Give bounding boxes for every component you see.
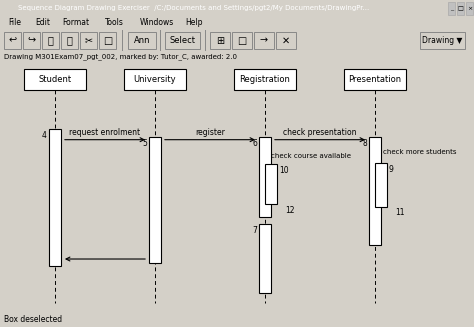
Text: Box deselected: Box deselected [4, 315, 62, 324]
Text: 4: 4 [42, 131, 47, 140]
Text: Drawing M301Exam07_pgt_002, marked by: Tutor_C, awarded: 2.0: Drawing M301Exam07_pgt_002, marked by: T… [4, 53, 237, 60]
Text: check presentation: check presentation [283, 128, 357, 137]
Bar [259, 137, 271, 217]
FancyBboxPatch shape [80, 32, 97, 49]
Text: Student: Student [38, 75, 72, 84]
Text: ×: × [467, 6, 472, 11]
Text: ↪: ↪ [27, 36, 36, 45]
Text: Windows: Windows [140, 18, 174, 26]
Bar [149, 137, 161, 263]
FancyBboxPatch shape [210, 32, 230, 49]
Text: check course available: check course available [271, 153, 351, 160]
Text: ↩: ↩ [9, 36, 17, 45]
Bar [448, 2, 455, 15]
Text: ✕: ✕ [282, 36, 290, 45]
FancyBboxPatch shape [99, 32, 116, 49]
Text: □: □ [237, 36, 246, 45]
Text: File: File [8, 18, 21, 26]
Text: University: University [134, 75, 176, 84]
Text: ✂: ✂ [84, 36, 92, 45]
Text: _: _ [450, 6, 453, 11]
FancyBboxPatch shape [23, 32, 40, 49]
Text: Edit: Edit [35, 18, 50, 26]
Text: ⎙: ⎙ [66, 36, 73, 45]
Text: Format: Format [62, 18, 89, 26]
FancyBboxPatch shape [232, 32, 252, 49]
Text: register: register [195, 128, 225, 137]
Text: 9: 9 [389, 165, 394, 174]
Text: 12: 12 [285, 206, 294, 215]
Text: 7: 7 [252, 226, 257, 235]
Bar [457, 2, 464, 15]
Text: request enrolment: request enrolment [69, 128, 141, 137]
Text: Sequence Diagram Drawing Exerciser  /C:/Documents and Settings/pgt2/My Documents: Sequence Diagram Drawing Exerciser /C:/D… [18, 5, 369, 11]
FancyBboxPatch shape [165, 32, 200, 49]
Text: 5: 5 [142, 139, 147, 147]
FancyBboxPatch shape [276, 32, 296, 49]
Bar [375, 163, 387, 207]
Text: Tools: Tools [105, 18, 124, 26]
Text: 10: 10 [279, 166, 289, 175]
FancyBboxPatch shape [254, 32, 274, 49]
Text: Help: Help [185, 18, 202, 26]
Bar [344, 69, 406, 90]
Text: Drawing ▼: Drawing ▼ [422, 36, 463, 45]
Text: Select: Select [170, 36, 195, 45]
FancyBboxPatch shape [4, 32, 21, 49]
Bar [265, 164, 277, 204]
Text: □: □ [457, 6, 464, 11]
Text: ⎘: ⎘ [47, 36, 54, 45]
Text: Ann: Ann [134, 36, 150, 45]
Bar [369, 137, 381, 245]
Bar [259, 224, 271, 293]
Text: →: → [260, 36, 268, 45]
FancyBboxPatch shape [420, 32, 465, 49]
Text: □: □ [103, 36, 112, 45]
Text: 11: 11 [395, 208, 404, 217]
Text: 6: 6 [252, 139, 257, 147]
Text: 8: 8 [362, 139, 367, 147]
Bar [124, 69, 186, 90]
Bar [49, 129, 61, 267]
Text: check more students: check more students [383, 149, 456, 155]
FancyBboxPatch shape [61, 32, 78, 49]
Bar [24, 69, 86, 90]
Bar [234, 69, 296, 90]
Text: ⊞: ⊞ [216, 36, 224, 45]
Bar [466, 2, 473, 15]
Text: Presentation: Presentation [348, 75, 401, 84]
FancyBboxPatch shape [42, 32, 59, 49]
FancyBboxPatch shape [128, 32, 156, 49]
Text: Registration: Registration [239, 75, 291, 84]
